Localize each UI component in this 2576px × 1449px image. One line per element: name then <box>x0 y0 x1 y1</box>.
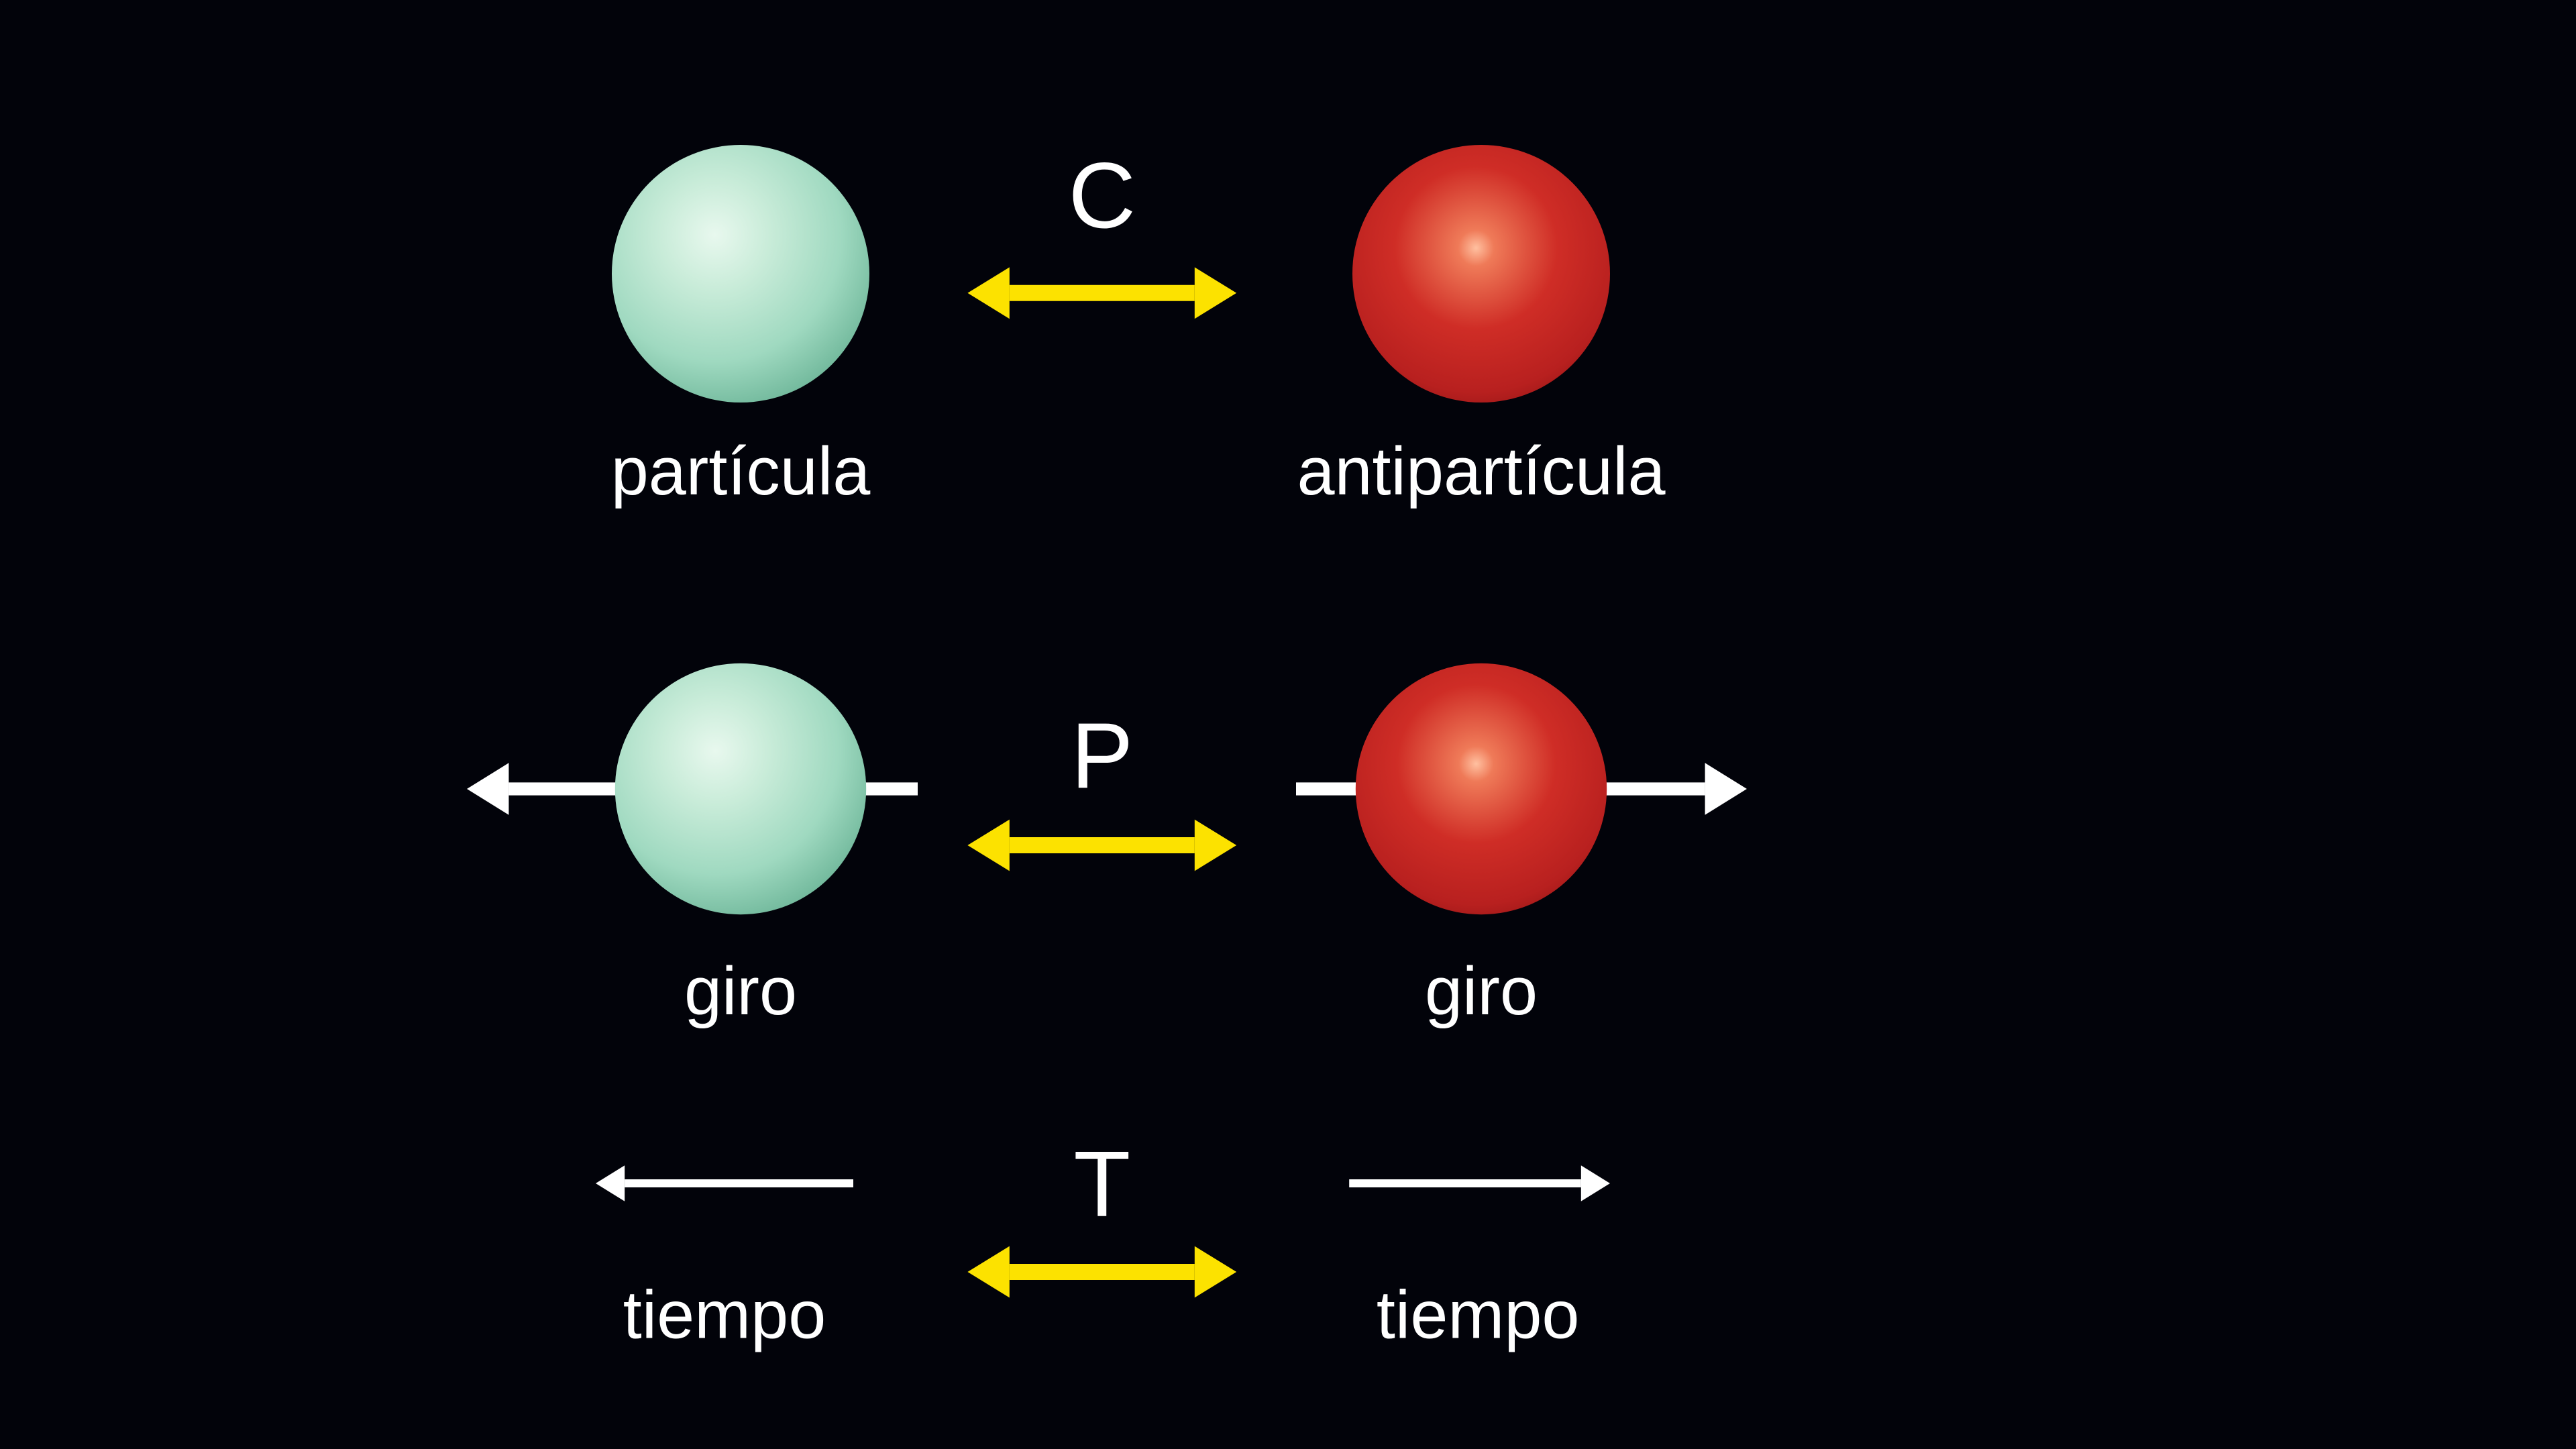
label-tiempo-right: tiempo <box>1377 1278 1580 1353</box>
antiparticle-sphere-p <box>1356 663 1607 914</box>
label-antiparticula: antipartícula <box>1297 434 1666 509</box>
symmetry-letter-c: C <box>1069 144 1136 248</box>
label-tiempo-left: tiempo <box>623 1278 826 1353</box>
symmetry-letter-t: T <box>1073 1132 1130 1236</box>
cpt-symmetry-diagram: Cpartícula antipartícula Pgiro giro Ttiempo t… <box>0 0 2576 1449</box>
symmetry-letter-p: P <box>1071 704 1133 808</box>
label-giro-right: giro <box>1425 954 1538 1029</box>
particle-sphere-p <box>615 663 866 914</box>
particle-sphere <box>612 145 869 402</box>
antiparticle-sphere <box>1352 145 1610 402</box>
background <box>0 0 2576 1449</box>
diagram-canvas: Cpartícula antipartícula Pgiro giro Ttiempo t… <box>0 0 2576 1449</box>
label-particula: partícula <box>611 434 871 509</box>
label-giro-left: giro <box>684 954 797 1029</box>
